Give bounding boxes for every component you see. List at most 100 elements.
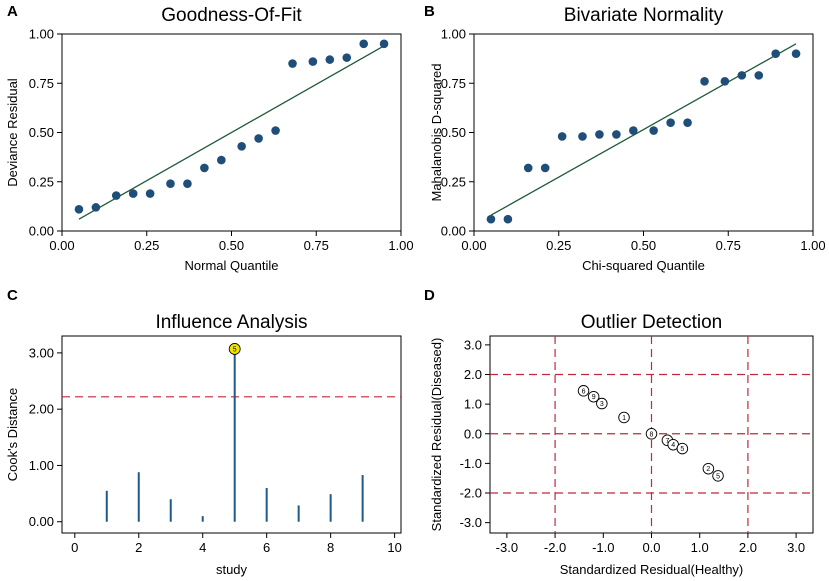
outlier-point-label: 4 <box>671 442 675 449</box>
outlier-point-label: 7 <box>665 438 669 445</box>
y-tick-label: 0.00 <box>29 514 54 529</box>
data-point <box>720 76 730 86</box>
y-tick-label: 0.50 <box>441 125 466 140</box>
x-tick-label: 0.0 <box>642 540 660 555</box>
y-tick-label: -3.0 <box>460 515 482 530</box>
x-tick-label: 1.0 <box>691 540 709 555</box>
data-point <box>271 126 280 135</box>
x-tick-label: 0.50 <box>631 238 656 253</box>
data-point <box>111 191 121 200</box>
fit-line <box>490 43 797 216</box>
plot-area <box>473 33 814 232</box>
data-point <box>183 179 192 189</box>
plot-area <box>61 335 402 534</box>
y-tick-label: 3.0 <box>464 337 482 352</box>
y-tick-label: 0.25 <box>441 174 466 189</box>
data-point <box>700 76 709 86</box>
chart-panel-d: D Outlier Detection -3.0 -2.0 -1.0 0.0 1.0 2.0 3… <box>424 287 814 577</box>
y-axis-label: Cook's Distance <box>5 388 20 482</box>
data-point <box>166 179 175 189</box>
data-point <box>666 118 675 127</box>
y-tick-label: 0.00 <box>29 224 54 239</box>
outlier-point-label: 5 <box>716 473 720 480</box>
data-point <box>486 214 496 224</box>
x-tick-label: -2.0 <box>544 540 566 555</box>
y-tick-label: 1.00 <box>441 27 466 42</box>
outlier-point <box>587 390 600 403</box>
data-point <box>200 163 209 173</box>
y-tick-label: 0.25 <box>29 174 54 189</box>
y-axis-label: Standardized Residual(Diseased) <box>429 338 444 532</box>
x-axis-label: study <box>216 562 248 577</box>
x-axis-label: Chi-squared Quantile <box>582 258 705 273</box>
x-axis-label: Normal Quantile <box>185 258 279 273</box>
data-point <box>649 126 658 135</box>
outlier-point-label: 6 <box>582 388 586 395</box>
data-point <box>791 49 801 58</box>
x-tick-label: 0.25 <box>134 238 159 253</box>
chart-panel-a: A Goodness-Of-Fit 0.00 0.25 0.50 0.75 1.00 0.00… <box>5 3 414 273</box>
data-point <box>523 163 533 173</box>
x-tick-label: 0.00 <box>49 238 74 253</box>
x-tick-label: 6 <box>263 540 270 555</box>
y-axis-label: Deviance Residual <box>5 78 20 187</box>
data-point <box>612 130 621 139</box>
chart-title: Influence Analysis <box>155 312 307 333</box>
data-point <box>683 118 692 127</box>
x-tick-label: 0 <box>71 540 78 555</box>
highlight-label: 5 <box>233 346 237 353</box>
data-point <box>771 49 781 58</box>
outlier-point <box>577 385 590 397</box>
outlier-point <box>618 411 630 424</box>
chart-title: Outlier Detection <box>581 312 723 333</box>
y-tick-label: 2.0 <box>464 367 482 382</box>
y-tick-label: -1.0 <box>460 456 482 471</box>
data-point <box>254 134 263 143</box>
x-tick-label: 8 <box>327 540 334 555</box>
x-tick-label: -3.0 <box>496 540 518 555</box>
panel-letter: A <box>7 3 18 20</box>
outlier-point <box>596 397 608 410</box>
outlier-point <box>676 442 689 455</box>
data-point <box>629 126 638 135</box>
data-point <box>595 130 604 139</box>
data-point <box>379 39 389 49</box>
x-axis-label: Standardized Residual(Healthy) <box>560 562 744 577</box>
data-point <box>308 57 318 66</box>
data-point <box>237 141 246 151</box>
outlier-point <box>712 470 724 482</box>
x-tick-label: 10 <box>387 540 401 555</box>
data-point <box>359 39 369 49</box>
y-tick-label: 1.00 <box>29 458 54 473</box>
outlier-point-label: 9 <box>592 394 596 401</box>
y-tick-label: 0.50 <box>29 125 54 140</box>
x-tick-label: 2.0 <box>739 540 757 555</box>
x-tick-label: 0.75 <box>304 238 329 253</box>
x-tick-label: 2 <box>135 540 142 555</box>
outlier-point <box>645 428 658 440</box>
data-point <box>74 205 84 214</box>
data-point <box>503 214 513 224</box>
outlier-point <box>702 462 715 475</box>
data-point <box>540 163 550 173</box>
outlier-point-label: 5 <box>680 446 684 453</box>
x-tick-label: 1.00 <box>800 238 825 253</box>
data-point <box>128 189 138 198</box>
chart-title: Bivariate Normality <box>564 5 724 26</box>
data-point <box>145 189 155 198</box>
y-tick-label: 1.00 <box>29 27 54 42</box>
y-tick-label: 2.00 <box>29 402 54 417</box>
chart-title: Goodness-Of-Fit <box>161 5 302 26</box>
x-tick-label: 4 <box>199 540 206 555</box>
highlight-marker <box>228 343 241 355</box>
data-point <box>217 155 226 165</box>
y-tick-label: 1.0 <box>464 397 482 412</box>
data-point <box>557 132 567 141</box>
y-tick-label: -2.0 <box>460 486 482 501</box>
outlier-point-label: 3 <box>600 401 604 408</box>
x-tick-label: 0.50 <box>219 238 244 253</box>
fit-line <box>78 45 385 220</box>
x-tick-label: 1.00 <box>388 238 413 253</box>
x-tick-label: 3.0 <box>787 540 805 555</box>
